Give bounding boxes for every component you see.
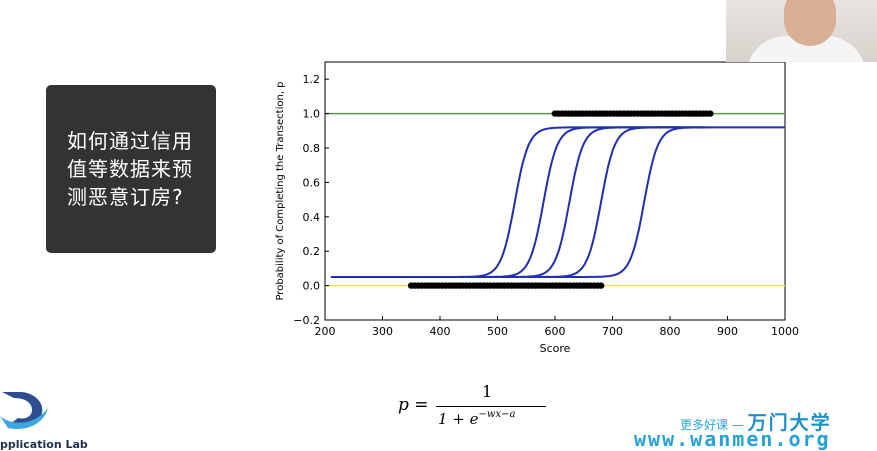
y-tick-label-1: 0.0 — [303, 280, 321, 293]
x-tick-label-1: 300 — [372, 325, 393, 338]
x-tick-label-5: 700 — [602, 325, 623, 338]
y-tick-label-2: 0.2 — [303, 245, 321, 258]
formula-denominator: 1 + e−wx−a — [438, 409, 516, 428]
y-tick-label-5: 0.8 — [303, 142, 321, 155]
watermark-tagline-text: 更多好课 — — [680, 418, 744, 432]
application-lab-logo-icon — [0, 392, 48, 430]
webcam-head — [784, 0, 836, 46]
data-y0-point-55 — [597, 282, 605, 289]
y-tick-label-3: 0.4 — [303, 211, 321, 224]
formula-exponent: −wx−a — [478, 409, 516, 420]
y-tick-label-7: 1.2 — [303, 73, 321, 86]
watermark-tagline: 更多好课 — 万门大学 — [680, 408, 832, 435]
x-tick-label-6: 800 — [660, 325, 681, 338]
y-tick-label-0: −0.2 — [293, 314, 320, 327]
webcam-feed — [726, 0, 877, 62]
y-axis-label: Probability of Completing the Transectio… — [275, 81, 286, 300]
watermark-url: www.wanmen.org — [634, 427, 831, 451]
x-tick-label-7: 900 — [717, 325, 738, 338]
x-tick-label-2: 400 — [430, 325, 451, 338]
x-tick-label-4: 600 — [545, 325, 566, 338]
x-axis-label: Score — [540, 342, 571, 355]
formula-denominator-base: 1 + e — [438, 410, 479, 428]
y-tick-label-6: 1.0 — [303, 108, 321, 121]
question-card: 如何通过信用值等数据来预测恶意订房? — [46, 85, 216, 253]
question-text: 如何通过信用值等数据来预测恶意订房? — [67, 129, 193, 209]
formula-fraction-bar — [436, 406, 546, 407]
logistic-formula: p = 1 1 + e−wx−a — [398, 380, 568, 430]
x-tick-label-0: 200 — [315, 325, 336, 338]
logo-text: pplication Lab — [0, 438, 88, 451]
y-tick-label-4: 0.6 — [303, 176, 321, 189]
plot-area — [324, 61, 786, 321]
data-y1-point-45 — [706, 110, 714, 117]
formula-numerator: 1 — [482, 382, 493, 401]
x-tick-label-3: 500 — [487, 325, 508, 338]
watermark-brand: 万门大学 — [747, 412, 832, 434]
formula-lhs: p = — [398, 395, 429, 415]
x-tick-label-8: 1000 — [771, 325, 799, 338]
logistic-curve-5 — [468, 126, 785, 278]
